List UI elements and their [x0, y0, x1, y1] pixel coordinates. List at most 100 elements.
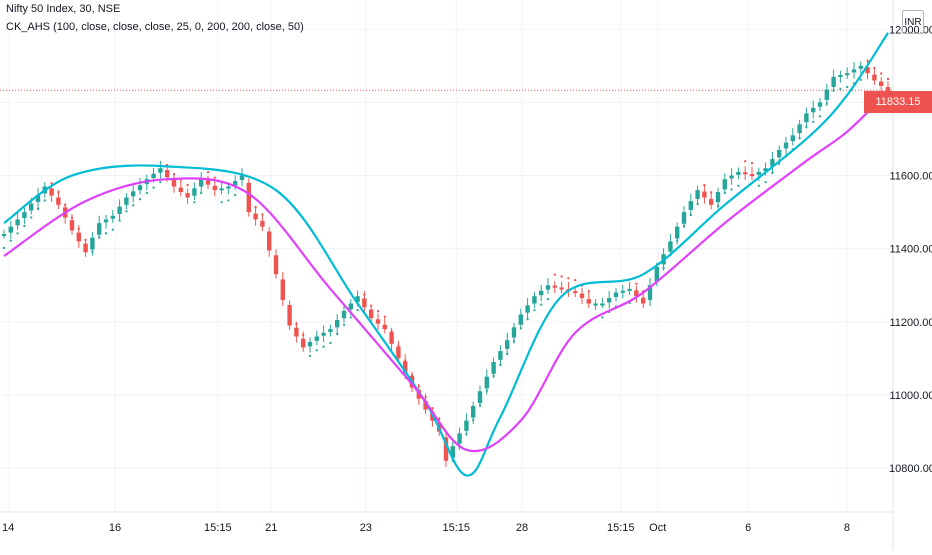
signal-marker: [859, 78, 862, 81]
signal-marker: [193, 201, 196, 204]
signal-marker: [696, 203, 699, 206]
candle-body: [498, 351, 503, 360]
signal-marker: [329, 342, 332, 345]
candle-body: [246, 182, 251, 213]
signal-marker: [431, 407, 434, 410]
signal-marker: [404, 359, 407, 362]
signal-marker: [853, 82, 855, 85]
candle-body: [573, 291, 578, 294]
candle-body: [702, 191, 707, 198]
indicator-legend[interactable]: CK_AHS (100, close, close, close, 25, 0,…: [6, 21, 304, 33]
candle-body: [117, 206, 122, 214]
signal-marker: [819, 115, 821, 118]
candle-body: [137, 185, 143, 191]
x-tick-label: 28: [516, 522, 528, 534]
candle-body: [97, 223, 102, 235]
candle-body: [185, 193, 190, 198]
signal-marker: [322, 345, 325, 348]
signal-marker: [513, 340, 515, 343]
candle-body: [654, 266, 659, 282]
signal-marker: [839, 87, 842, 90]
candle-body: [817, 102, 823, 107]
signal-marker: [683, 225, 685, 228]
candle-body: [294, 327, 299, 337]
signal-marker: [390, 330, 393, 333]
symbol-legend[interactable]: Nifty 50 Index, 30, NSE: [6, 3, 121, 15]
signal-marker: [118, 219, 121, 222]
candle-body: [369, 309, 374, 319]
candle-body: [273, 255, 279, 275]
signal-marker: [383, 315, 386, 318]
candle-body: [525, 305, 530, 313]
signal-marker: [880, 72, 883, 75]
candle-body: [777, 149, 782, 158]
signal-marker: [281, 286, 284, 289]
candle-body: [260, 220, 265, 227]
candle-body: [851, 69, 857, 73]
candle-body: [511, 327, 517, 338]
y-tick-label: 10800.00: [889, 463, 932, 475]
candle-body: [76, 232, 81, 242]
candle-body: [709, 198, 714, 205]
x-tick-label: 14: [2, 522, 14, 534]
signal-marker: [676, 239, 679, 242]
candle-body: [770, 159, 775, 167]
signal-marker: [295, 323, 298, 326]
signal-marker: [50, 182, 53, 185]
signal-marker: [30, 216, 33, 219]
candle-body: [620, 290, 625, 293]
candle-body: [158, 168, 163, 173]
candle-body: [212, 185, 217, 191]
candle-body: [423, 400, 428, 410]
candle-body: [681, 212, 687, 224]
signal-marker: [234, 193, 237, 196]
candle-body: [477, 391, 483, 404]
candle-body: [743, 172, 748, 175]
signal-marker: [43, 199, 46, 202]
y-tick-label: 11600.00: [889, 171, 932, 183]
candle-body: [593, 303, 598, 306]
candle-body: [695, 190, 700, 199]
candle-body: [382, 324, 387, 330]
signal-marker: [213, 176, 216, 179]
signal-marker: [533, 309, 536, 312]
signal-marker: [207, 171, 209, 174]
candle-body: [314, 336, 319, 341]
signal-marker: [642, 290, 645, 293]
signal-marker: [125, 210, 128, 213]
signal-marker: [635, 282, 638, 285]
candle-body: [403, 361, 408, 374]
x-tick-label: 15:15: [607, 522, 635, 534]
signal-marker: [757, 184, 760, 187]
candle-body: [634, 290, 639, 297]
candle-body: [49, 188, 54, 196]
candle-body: [335, 320, 340, 328]
candle-body: [552, 285, 557, 288]
candle-body: [763, 168, 768, 172]
signal-marker: [832, 89, 835, 92]
candle-body: [239, 175, 245, 180]
signal-marker: [186, 184, 189, 187]
candle-body: [226, 186, 231, 189]
candle-body: [811, 107, 816, 113]
candle-body: [355, 296, 360, 303]
candle-body: [348, 303, 353, 310]
currency-badge[interactable]: INR: [902, 10, 924, 34]
candle-body: [729, 175, 734, 179]
x-tick-label: 21: [265, 522, 277, 534]
candle-body: [879, 81, 884, 86]
signal-marker: [343, 323, 345, 326]
signal-marker: [547, 298, 549, 301]
signal-marker: [825, 102, 828, 105]
signal-marker: [519, 327, 522, 330]
signal-marker: [574, 279, 577, 282]
signal-marker: [71, 216, 73, 219]
signal-marker: [377, 310, 379, 313]
candle-body: [267, 231, 272, 251]
candle-body: [199, 179, 204, 187]
signal-marker: [159, 181, 162, 184]
candle-body: [287, 305, 292, 326]
signal-marker: [730, 188, 733, 191]
